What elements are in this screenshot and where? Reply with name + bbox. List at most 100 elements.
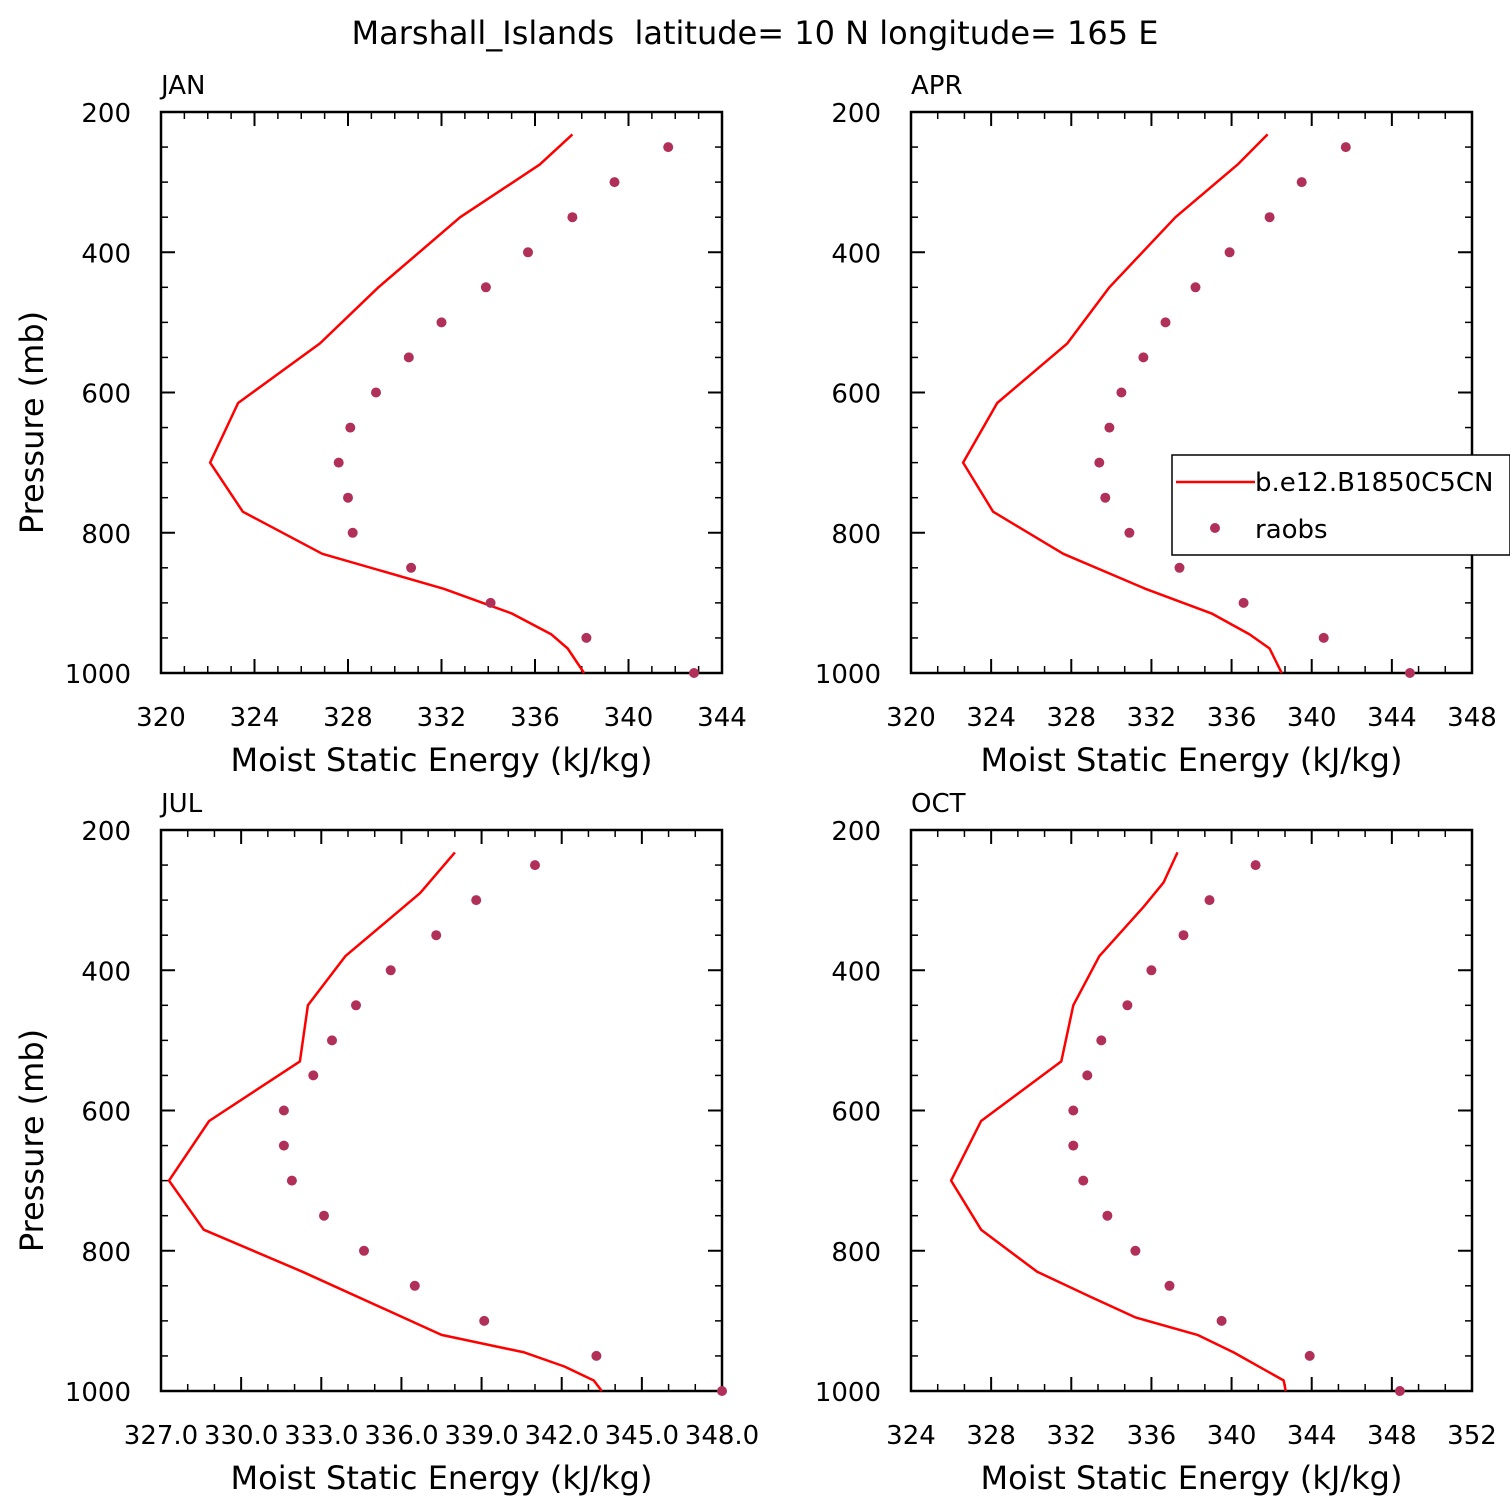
plot-frame-jul xyxy=(159,828,724,1393)
obs-point-jul xyxy=(278,1140,289,1151)
x-tick-label: 320 xyxy=(886,703,936,733)
y-tick-label: 400 xyxy=(81,957,131,987)
obs-point-apr xyxy=(1264,212,1275,223)
obs-point-jan xyxy=(436,317,447,328)
legend-box xyxy=(1171,454,1510,556)
panel-jul: JUL 327.0 330.0 333.0 336.0 339.0 342.0 345.0 34… xyxy=(13,789,759,1497)
x-axis-label-apr: Moist Static Energy (kJ/kg) xyxy=(981,741,1403,779)
x-tick-label: 336.0 xyxy=(364,1421,438,1451)
plot-frame-apr xyxy=(909,110,1474,675)
x-tick-label: 328 xyxy=(1046,703,1096,733)
x-axis-label-jan: Moist Static Energy (kJ/kg) xyxy=(231,741,653,779)
obs-point-oct xyxy=(1102,1210,1113,1221)
obs-point-jan xyxy=(581,632,592,643)
x-tick-label: 340 xyxy=(1287,703,1337,733)
obs-point-jan xyxy=(333,457,344,468)
y-tick-label: 800 xyxy=(831,520,881,550)
x-tick-label: 332 xyxy=(417,703,467,733)
model-profile-line-oct xyxy=(949,851,1287,1392)
obs-point-jan xyxy=(689,668,699,678)
model-profile-line-jul xyxy=(167,851,603,1392)
x-tick-label: 342.0 xyxy=(524,1421,598,1451)
obs-point-apr xyxy=(1124,527,1135,538)
legend-obs-marker xyxy=(1210,523,1220,533)
panel-apr: APR 320 324 328 332 336 340 344 348 200 400 600 800 1… xyxy=(815,71,1497,779)
obs-point-jul xyxy=(471,895,482,906)
obs-point-jan xyxy=(480,282,491,293)
x-axis-label-oct: Moist Static Energy (kJ/kg) xyxy=(981,1459,1403,1497)
obs-point-jul xyxy=(591,1350,602,1361)
obs-point-apr xyxy=(1318,632,1329,643)
y-axis-label-jul: Pressure (mb) xyxy=(13,1029,51,1252)
y-tick-label: 200 xyxy=(81,99,131,129)
legend-model-label: b.e12.B1850C5CN xyxy=(1255,468,1493,498)
y-tick-label: 200 xyxy=(81,817,131,847)
x-tick-label: 344 xyxy=(1367,703,1417,733)
obs-point-apr xyxy=(1404,668,1415,678)
obs-point-jan xyxy=(345,422,356,433)
x-tick-label: 348.0 xyxy=(685,1421,759,1451)
y-tick-label: 600 xyxy=(831,1098,881,1128)
x-tick-label: 340 xyxy=(1207,1421,1257,1451)
figure-title: Marshall_Islands latitude= 10 N longitud… xyxy=(352,14,1159,52)
obs-point-apr xyxy=(1340,142,1351,153)
obs-point-jan xyxy=(523,247,533,258)
model-profile-line-apr xyxy=(961,133,1283,674)
obs-point-jan xyxy=(406,562,417,573)
obs-point-oct xyxy=(1204,895,1215,906)
obs-point-oct xyxy=(1082,1070,1093,1081)
x-tick-label: 348 xyxy=(1367,1421,1417,1451)
x-tick-label: 333.0 xyxy=(284,1421,358,1451)
x-tick-label: 324 xyxy=(966,703,1016,733)
y-tick-label: 600 xyxy=(81,380,131,410)
obs-point-apr xyxy=(1100,492,1111,503)
obs-point-oct xyxy=(1394,1386,1405,1396)
x-tick-label: 336 xyxy=(510,703,560,733)
obs-point-apr xyxy=(1224,247,1235,258)
x-tick-label: 352 xyxy=(1447,1421,1497,1451)
x-tick-label: 336 xyxy=(1127,1421,1177,1451)
obs-point-jul xyxy=(431,930,442,941)
x-tick-label: 348 xyxy=(1447,703,1497,733)
legend: b.e12.B1850C5CN raobs xyxy=(1171,454,1510,556)
obs-point-oct xyxy=(1178,930,1189,941)
x-tick-label: 324 xyxy=(230,703,280,733)
obs-point-jul xyxy=(319,1210,329,1221)
obs-point-apr xyxy=(1138,352,1149,363)
x-tick-label: 344 xyxy=(1287,1421,1337,1451)
panel-label-oct: OCT xyxy=(911,789,966,819)
y-tick-label: 400 xyxy=(81,239,131,269)
obs-point-jan xyxy=(567,212,578,223)
obs-point-jan xyxy=(403,352,414,363)
obs-point-jul xyxy=(385,965,396,976)
obs-point-jul xyxy=(351,1000,361,1011)
obs-point-oct xyxy=(1068,1105,1079,1116)
obs-point-oct xyxy=(1164,1280,1175,1291)
obs-point-apr xyxy=(1238,597,1249,608)
obs-point-jul xyxy=(530,860,540,871)
obs-point-apr xyxy=(1160,317,1171,328)
obs-point-oct xyxy=(1216,1315,1227,1326)
obs-point-oct xyxy=(1122,1000,1133,1011)
obs-point-oct xyxy=(1078,1175,1089,1186)
y-tick-label: 1000 xyxy=(65,1378,131,1408)
x-tick-label: 344 xyxy=(697,703,747,733)
obs-point-jul xyxy=(286,1175,297,1186)
panel-label-jul: JUL xyxy=(159,789,203,819)
obs-point-apr xyxy=(1174,562,1185,573)
panel-label-jan: JAN xyxy=(159,71,205,101)
panel-jan: JAN 320 324 328 332 336 340 344 200 400 600 800 1000… xyxy=(13,71,747,779)
obs-point-oct xyxy=(1130,1245,1141,1256)
x-tick-label: 336 xyxy=(1207,703,1257,733)
obs-point-jan xyxy=(485,597,496,608)
x-tick-label: 320 xyxy=(136,703,186,733)
x-tick-label: 345.0 xyxy=(605,1421,679,1451)
obs-point-jul xyxy=(278,1105,289,1116)
x-tick-label: 332 xyxy=(1127,703,1177,733)
y-tick-label: 600 xyxy=(81,1098,131,1128)
obs-point-oct xyxy=(1096,1035,1107,1046)
obs-point-jan xyxy=(343,492,353,503)
obs-point-apr xyxy=(1296,177,1307,188)
x-tick-label: 324 xyxy=(886,1421,936,1451)
x-tick-label: 339.0 xyxy=(444,1421,518,1451)
